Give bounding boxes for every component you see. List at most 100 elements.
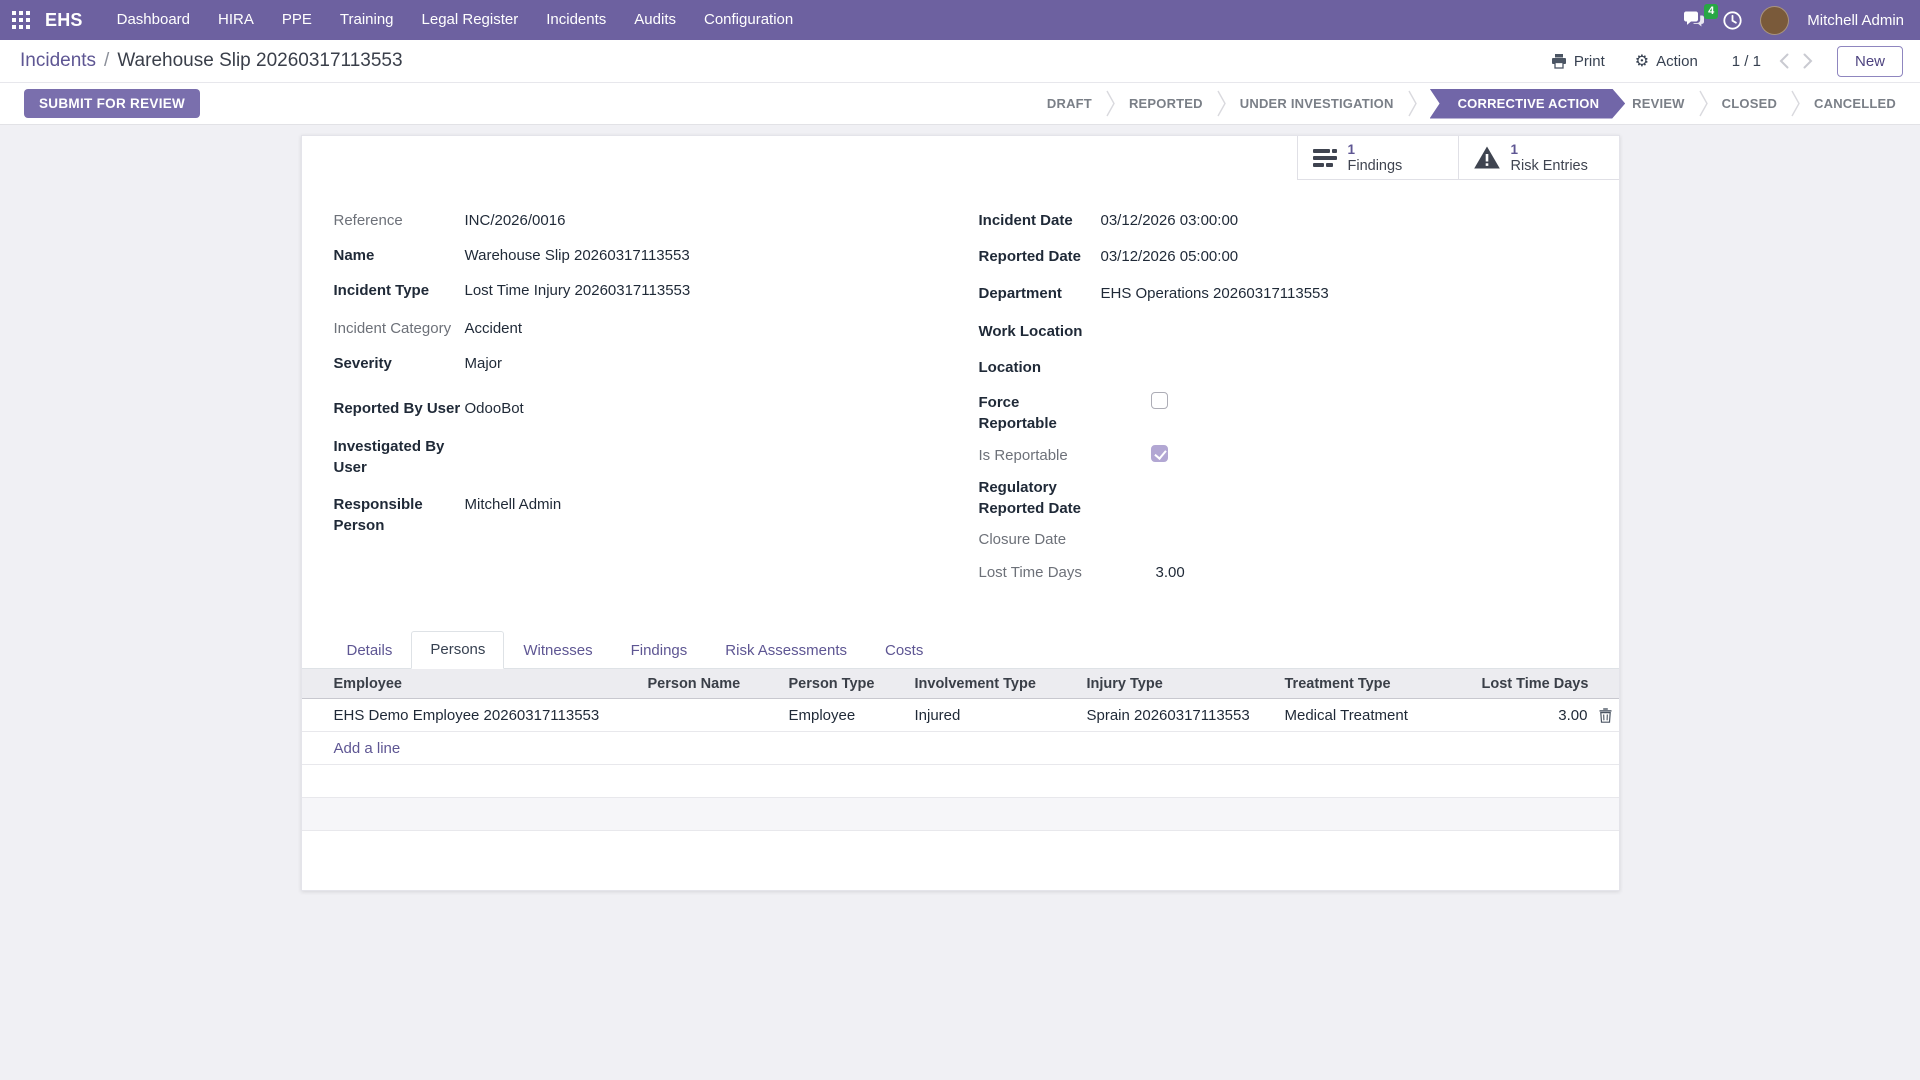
stage-separator-icon bbox=[1217, 90, 1226, 117]
activities-button[interactable] bbox=[1723, 10, 1742, 30]
stage-closed[interactable]: CLOSED bbox=[1721, 96, 1778, 111]
tab-details[interactable]: Details bbox=[346, 642, 393, 659]
field-incident-category-label: Incident Category bbox=[333, 320, 452, 337]
field-incident-category: Incident Category Accident bbox=[334, 318, 979, 339]
persons-table-header: Employee Person Name Person Type Involve… bbox=[301, 669, 1619, 699]
stage-reported[interactable]: REPORTED bbox=[1128, 96, 1203, 111]
field-lost-time-days-value: 3.00 bbox=[1155, 564, 1185, 581]
field-name: Name Warehouse Slip 20260317113553 bbox=[334, 245, 979, 266]
user-avatar[interactable] bbox=[1760, 5, 1790, 35]
delete-row-button[interactable] bbox=[1592, 707, 1619, 723]
field-reported-date-value[interactable]: 03/12/2026 05:00:00 bbox=[1100, 248, 1239, 265]
column-header-employee[interactable]: Employee bbox=[333, 675, 403, 692]
field-work-location: Work Location bbox=[979, 321, 1595, 342]
field-regulatory-reported-date-label: Regulatory Reported Date bbox=[978, 479, 1082, 517]
stage-review[interactable]: REVIEW bbox=[1632, 96, 1685, 111]
cell-lost-time-days[interactable]: 3.00 bbox=[1558, 706, 1588, 724]
table-row: EHS Demo Employee 20260317113553 Employe… bbox=[301, 699, 1619, 732]
field-incident-category-value[interactable]: Accident bbox=[464, 320, 523, 337]
is-reportable-checkbox bbox=[1150, 445, 1168, 462]
tab-costs[interactable]: Costs bbox=[884, 642, 924, 659]
column-header-lost-time-days[interactable]: Lost Time Days bbox=[1481, 675, 1589, 692]
menu-item-legal-register[interactable]: Legal Register bbox=[421, 11, 519, 28]
stage-separator-icon bbox=[1407, 90, 1417, 117]
empty-row bbox=[301, 831, 1619, 890]
main-menu: Dashboard HIRA PPE Training Legal Regist… bbox=[103, 0, 808, 40]
cell-employee[interactable]: EHS Demo Employee 20260317113553 bbox=[333, 706, 600, 724]
column-header-person-type[interactable]: Person Type bbox=[788, 675, 875, 692]
menu-item-audits[interactable]: Audits bbox=[634, 11, 676, 28]
pager-count: 1 / 1 bbox=[1731, 52, 1761, 70]
user-name[interactable]: Mitchell Admin bbox=[1807, 11, 1904, 29]
force-reportable-checkbox[interactable] bbox=[1150, 392, 1168, 409]
tab-findings[interactable]: Findings bbox=[630, 642, 688, 659]
action-button[interactable]: ⚙ Action bbox=[1625, 47, 1708, 76]
messages-badge: 4 bbox=[1704, 4, 1719, 19]
messages-button[interactable]: 4 bbox=[1683, 4, 1719, 29]
findings-smart-button[interactable]: 1 Findings bbox=[1296, 136, 1458, 180]
field-is-reportable: Is Reportable bbox=[979, 445, 1595, 466]
apps-grid-icon[interactable] bbox=[12, 10, 31, 30]
new-button[interactable]: New bbox=[1836, 45, 1903, 77]
field-is-reportable-label: Is Reportable bbox=[978, 447, 1068, 464]
tab-persons[interactable]: Persons bbox=[411, 631, 505, 669]
column-header-involvement-type[interactable]: Involvement Type bbox=[914, 675, 1036, 692]
field-reported-date-label: Reported Date bbox=[978, 248, 1082, 265]
field-incident-type: Incident Type Lost Time Injury 202603171… bbox=[334, 280, 979, 301]
menu-item-configuration[interactable]: Configuration bbox=[704, 11, 794, 28]
risk-entries-smart-button[interactable]: 1 Risk Entries bbox=[1457, 136, 1619, 180]
stage-cancelled[interactable]: CANCELLED bbox=[1814, 96, 1896, 111]
control-panel: Incidents / Warehouse Slip 2026031711355… bbox=[0, 40, 1920, 83]
pager-next-button[interactable] bbox=[1803, 53, 1813, 69]
notebook-tabs: Details Persons Witnesses Findings Risk … bbox=[301, 631, 1619, 669]
cell-treatment-type[interactable]: Medical Treatment bbox=[1284, 706, 1408, 724]
cell-involvement-type[interactable]: Injured bbox=[914, 706, 961, 724]
stage-draft[interactable]: DRAFT bbox=[1046, 96, 1092, 111]
field-name-value[interactable]: Warehouse Slip 20260317113553 bbox=[464, 247, 690, 264]
pager-previous-button[interactable] bbox=[1779, 53, 1789, 69]
stage-pipeline: DRAFT REPORTED UNDER INVESTIGATION CORRE… bbox=[1040, 89, 1903, 119]
stage-separator-icon bbox=[1699, 90, 1708, 117]
app-name[interactable]: EHS bbox=[45, 9, 83, 30]
column-header-injury-type[interactable]: Injury Type bbox=[1086, 675, 1163, 692]
stage-under-investigation[interactable]: UNDER INVESTIGATION bbox=[1239, 96, 1394, 111]
field-reported-by-user-value[interactable]: OdooBot bbox=[464, 400, 524, 417]
menu-item-incidents[interactable]: Incidents bbox=[546, 11, 607, 28]
tab-risk-assessments[interactable]: Risk Assessments bbox=[725, 642, 847, 659]
menu-item-training[interactable]: Training bbox=[339, 11, 394, 28]
field-location: Location bbox=[979, 357, 1595, 378]
field-reported-by-user: Reported By User OdooBot bbox=[334, 398, 979, 419]
printer-icon bbox=[1551, 53, 1567, 69]
top-navbar: EHS Dashboard HIRA PPE Training Legal Re… bbox=[0, 0, 1920, 40]
risk-entries-label: Risk Entries bbox=[1510, 157, 1588, 174]
menu-item-hira[interactable]: HIRA bbox=[218, 11, 254, 28]
breadcrumb-parent-link[interactable]: Incidents bbox=[20, 50, 97, 71]
field-responsible-person-label: Responsible Person bbox=[333, 496, 423, 534]
statusbar: SUBMIT FOR REVIEW DRAFT REPORTED UNDER I… bbox=[0, 83, 1920, 125]
cell-injury-type[interactable]: Sprain 20260317113553 bbox=[1086, 706, 1250, 724]
field-reference-label: Reference bbox=[333, 212, 403, 229]
cell-person-type[interactable]: Employee bbox=[788, 706, 856, 724]
gear-icon: ⚙ bbox=[1634, 51, 1650, 70]
add-a-line-link[interactable]: Add a line bbox=[333, 739, 401, 757]
field-severity: Severity Major bbox=[334, 353, 979, 374]
field-severity-label: Severity bbox=[333, 355, 392, 372]
column-header-person-name[interactable]: Person Name bbox=[647, 675, 741, 692]
field-incident-date: Incident Date 03/12/2026 03:00:00 bbox=[979, 210, 1595, 231]
field-incident-type-value[interactable]: Lost Time Injury 20260317113553 bbox=[464, 282, 691, 299]
field-severity-value[interactable]: Major bbox=[464, 355, 503, 372]
column-header-treatment-type[interactable]: Treatment Type bbox=[1284, 675, 1391, 692]
form-fields: Reference INC/2026/0016 Name Warehouse S… bbox=[302, 180, 1619, 597]
menu-item-ppe[interactable]: PPE bbox=[281, 11, 312, 28]
field-reported-by-user-label: Reported By User bbox=[333, 400, 461, 417]
field-responsible-person-value[interactable]: Mitchell Admin bbox=[464, 496, 562, 513]
submit-for-review-button[interactable]: SUBMIT FOR REVIEW bbox=[24, 89, 201, 118]
field-department-label: Department bbox=[978, 285, 1062, 302]
stage-corrective-action-active[interactable]: CORRECTIVE ACTION bbox=[1430, 89, 1626, 119]
menu-item-dashboard[interactable]: Dashboard bbox=[116, 11, 191, 28]
field-department-value[interactable]: EHS Operations 20260317113553 bbox=[1100, 285, 1329, 302]
print-button[interactable]: Print bbox=[1541, 47, 1615, 76]
field-incident-date-value[interactable]: 03/12/2026 03:00:00 bbox=[1100, 212, 1239, 229]
field-force-reportable-label: Force Reportable bbox=[978, 394, 1057, 432]
tab-witnesses[interactable]: Witnesses bbox=[523, 642, 593, 659]
